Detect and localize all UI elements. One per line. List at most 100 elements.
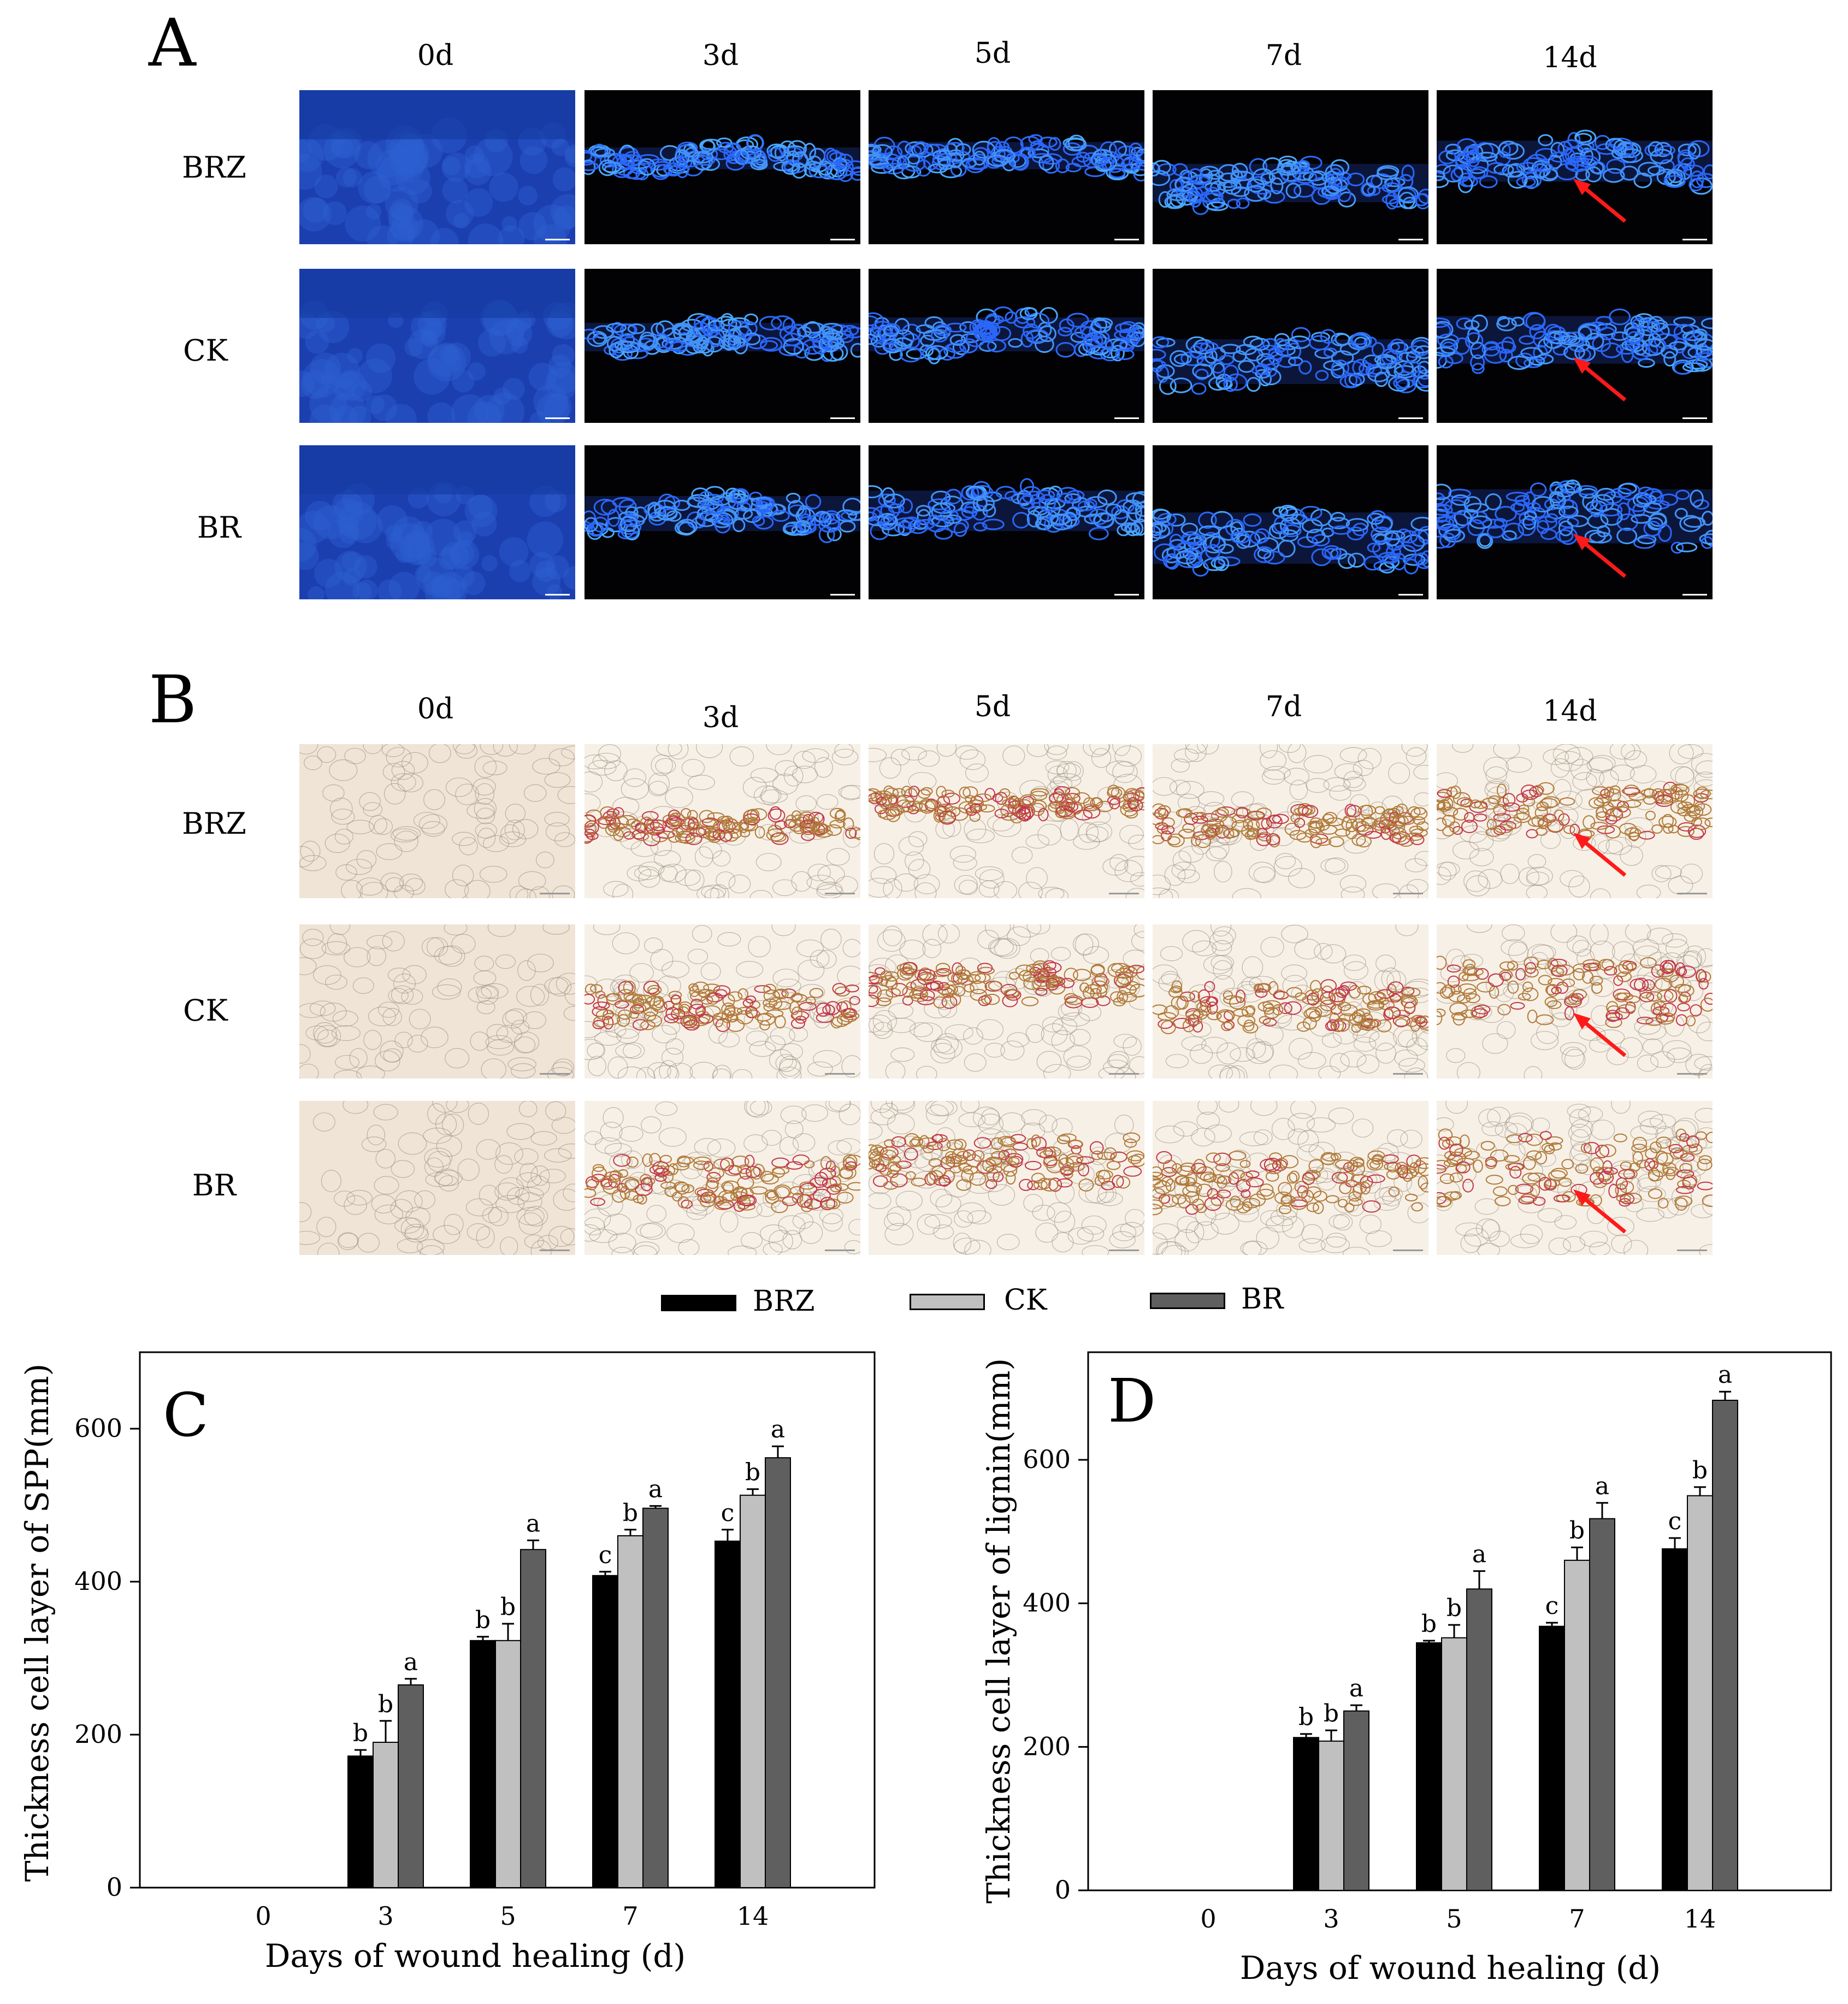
stain-image-r1-c2 (869, 924, 1144, 1078)
significance-letter: a (1472, 1541, 1486, 1569)
bar-ck-14 (1687, 1495, 1713, 1891)
fluorescence-image-r2-c1 (584, 445, 860, 599)
error-bar-brz-5 (477, 1636, 489, 1641)
fluorescence-image-r0-c0 (299, 90, 575, 244)
significance-letter: b (1421, 1610, 1437, 1638)
bar-br-14 (1712, 1399, 1738, 1891)
stain-image-r0-c2 (869, 744, 1144, 898)
panel-a-col-7d: 7d (1265, 39, 1302, 72)
stain-image-r1-c0 (299, 924, 575, 1078)
stain-image-r0-c1 (584, 744, 860, 898)
bar-brz-5 (1416, 1642, 1442, 1891)
bar-ck-3 (1318, 1740, 1344, 1891)
fluorescence-image-r2-c4 (1437, 445, 1713, 599)
error-bar-ck-3 (1325, 1729, 1337, 1741)
significance-letter: a (1349, 1675, 1363, 1702)
significance-letter: b (1692, 1457, 1708, 1484)
error-bar-ck-3 (380, 1720, 392, 1742)
panel-letter: D (1108, 1366, 1156, 1436)
y-tick-label: 0 (107, 1872, 122, 1902)
error-bar-ck-5 (502, 1623, 514, 1641)
legend-swatch-br (1150, 1293, 1225, 1309)
significance-letter: c (599, 1541, 612, 1569)
significance-letter: b (1446, 1594, 1462, 1622)
error-bar-br-14 (772, 1445, 784, 1458)
x-tick-label: 0 (1200, 1904, 1216, 1934)
bar-br-5 (1466, 1588, 1492, 1891)
stain-image-r2-c4 (1437, 1101, 1713, 1255)
significance-letter: b (500, 1593, 516, 1621)
error-bar-ck-14 (747, 1488, 759, 1495)
significance-letter: b (745, 1459, 760, 1487)
panel-a-letter: A (149, 5, 196, 81)
x-tick-label: 3 (1323, 1904, 1339, 1934)
error-bar-br-7 (1596, 1502, 1608, 1519)
bar-brz-3 (1293, 1737, 1319, 1891)
bar-br-3 (398, 1684, 424, 1888)
fluorescence-image-r2-c2 (869, 445, 1144, 599)
y-axis-label: Thickness cell layer of SPP(mm) (19, 1364, 56, 1882)
error-bar-brz-3 (1300, 1733, 1312, 1738)
error-bar-br-3 (1350, 1704, 1362, 1711)
bar-brz-3 (347, 1755, 374, 1888)
error-bar-brz-5 (1423, 1640, 1435, 1643)
panel-b-row-br: BR (192, 1168, 237, 1203)
x-tick-label: 5 (1446, 1904, 1462, 1934)
stain-image-r0-c3 (1153, 744, 1428, 898)
stain-image-r2-c1 (584, 1101, 860, 1255)
x-tick-label: 5 (500, 1901, 516, 1931)
significance-letter: a (404, 1648, 418, 1676)
panel-b-row-brz: BRZ (182, 806, 246, 841)
x-tick-label: 7 (1569, 1904, 1585, 1934)
significance-letter: b (378, 1690, 393, 1718)
significance-letter: c (1668, 1507, 1682, 1535)
stain-image-r2-c3 (1153, 1101, 1428, 1255)
panel-b-letter: B (149, 662, 197, 738)
stain-image-r0-c0 (299, 744, 575, 898)
error-bar-br-7 (650, 1505, 662, 1508)
stain-image-r2-c2 (869, 1101, 1144, 1255)
significance-letter: c (1545, 1592, 1559, 1620)
bar-ck-5 (1441, 1637, 1467, 1891)
panel-a-row-ck: CK (183, 333, 228, 368)
x-tick-label: 14 (737, 1901, 769, 1931)
bar-ck-7 (1564, 1559, 1590, 1891)
significance-letter: b (353, 1719, 368, 1747)
panel-a-col-5d: 5d (974, 37, 1011, 70)
x-tick-label: 3 (377, 1901, 393, 1931)
panel-a-col-14d: 14d (1543, 42, 1597, 74)
bar-ck-14 (740, 1494, 766, 1889)
panel-b-col-14d: 14d (1543, 695, 1597, 728)
x-axis-label: Days of wound healing (d) (265, 1937, 686, 1974)
fluorescence-image-r1-c4 (1437, 269, 1713, 423)
fluorescence-image-r2-c0 (299, 445, 575, 599)
significance-letter: b (475, 1606, 491, 1634)
panel-b-row-ck: CK (183, 993, 228, 1028)
bar-brz-14 (715, 1540, 741, 1889)
legend-swatch-brz (661, 1295, 736, 1311)
fluorescence-image-r0-c3 (1153, 90, 1428, 244)
fluorescence-image-r1-c3 (1153, 269, 1428, 423)
bar-br-5 (520, 1549, 546, 1888)
stain-image-r1-c1 (584, 924, 860, 1078)
stain-image-r1-c4 (1437, 924, 1713, 1078)
legend-label-brz: BRZ (753, 1285, 815, 1318)
bar-br-3 (1343, 1710, 1369, 1891)
panel-a-row-brz: BRZ (182, 150, 246, 185)
y-tick-label: 400 (74, 1566, 122, 1596)
stain-image-r1-c3 (1153, 924, 1428, 1078)
fluorescence-image-r0-c4 (1437, 90, 1713, 244)
bar-br-14 (765, 1457, 791, 1888)
bar-brz-7 (1539, 1625, 1565, 1891)
bar-ck-3 (373, 1742, 399, 1888)
error-bar-brz-3 (355, 1749, 367, 1757)
error-bar-brz-14 (1669, 1537, 1681, 1549)
significance-letter: b (623, 1499, 638, 1527)
panel-a-col-3d: 3d (702, 39, 739, 72)
y-tick-label: 600 (74, 1413, 122, 1443)
stain-image-r0-c4 (1437, 744, 1713, 898)
panel-b-col-7d: 7d (1265, 691, 1302, 723)
panel-b-col-3d: 3d (702, 702, 739, 734)
